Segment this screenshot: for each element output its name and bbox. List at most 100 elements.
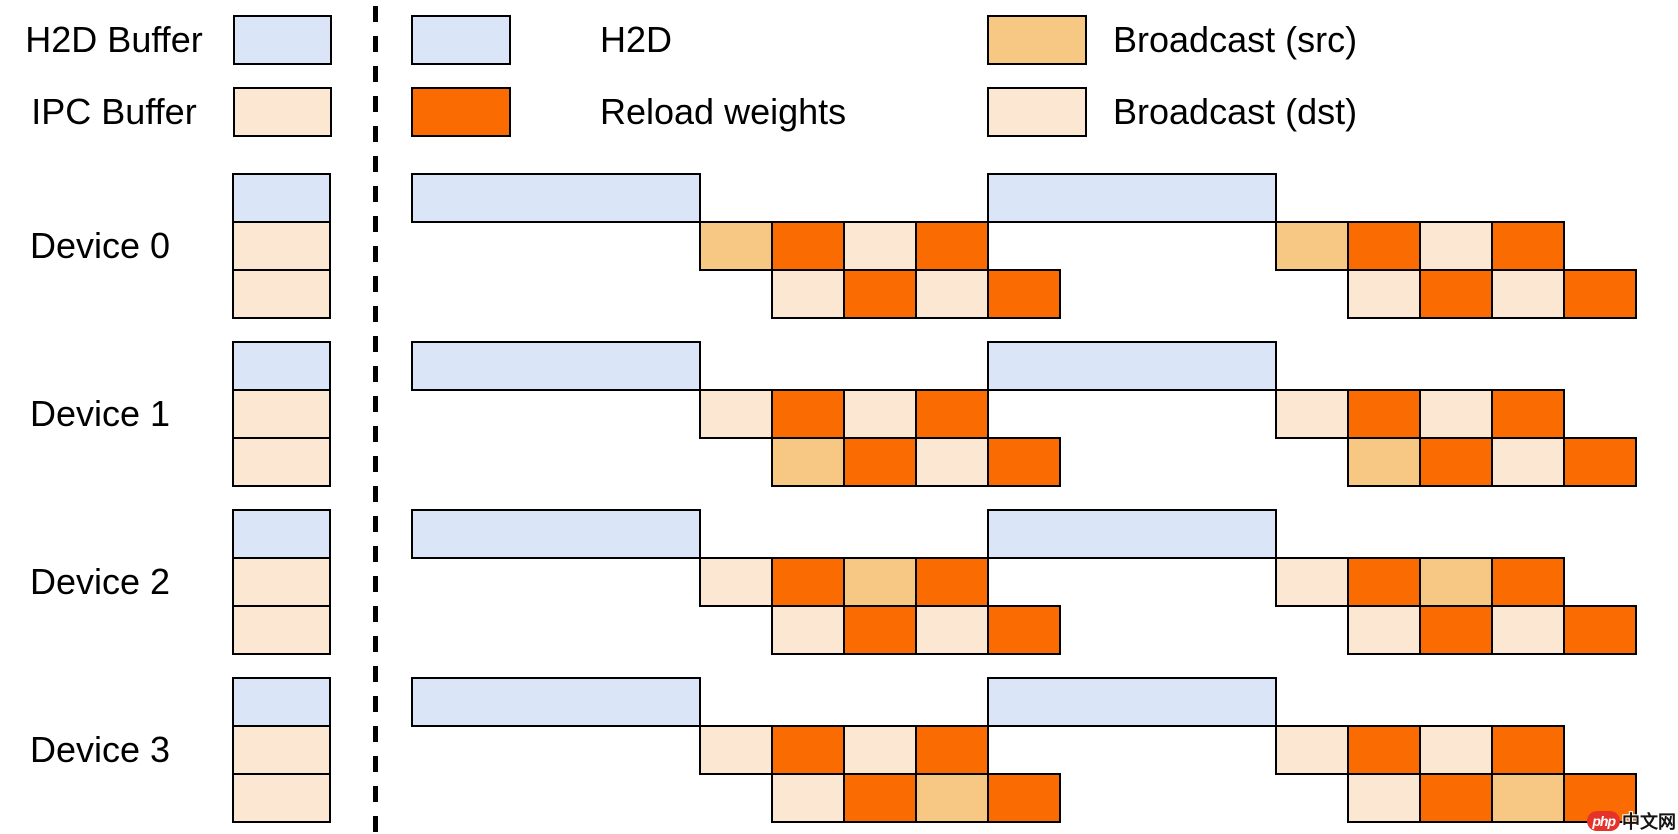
device-3-reload-cell xyxy=(915,725,989,775)
device-2-buffer-cell-ipc xyxy=(232,557,331,607)
device-0-reload-cell xyxy=(1563,269,1637,319)
device-0-broadcast-src-cell xyxy=(1275,221,1349,271)
device-3-buffer-cell-ipc xyxy=(232,773,331,823)
watermark-site-text: 中文网 xyxy=(1622,812,1676,832)
device-0-broadcast-src-cell xyxy=(699,221,773,271)
legend-swatch-h2d-buffer xyxy=(233,15,332,65)
device-0-reload-cell xyxy=(1419,269,1493,319)
dashed-divider xyxy=(373,6,378,834)
device-3-h2d-bar-1 xyxy=(411,677,701,727)
device-3-h2d-bar-2 xyxy=(987,677,1277,727)
device-0-buffer-cell-ipc xyxy=(232,269,331,319)
device-3-broadcast-dst-cell xyxy=(1275,725,1349,775)
legend-swatch-h2d xyxy=(411,15,511,65)
device-0-broadcast-dst-cell xyxy=(1347,269,1421,319)
device-2-reload-cell xyxy=(987,605,1061,655)
device-0-reload-cell xyxy=(1491,221,1565,271)
legend-label-ipc-buffer: IPC Buffer xyxy=(31,91,197,132)
device-3-broadcast-src-cell xyxy=(915,773,989,823)
device-0-broadcast-dst-cell xyxy=(771,269,845,319)
device-1-broadcast-src-cell xyxy=(771,437,845,487)
watermark-php-cn: php 中文网 xyxy=(1587,810,1676,832)
device-3-broadcast-dst-cell xyxy=(1347,773,1421,823)
device-2-reload-cell xyxy=(843,605,917,655)
device-1-h2d-bar-1 xyxy=(411,341,701,391)
device-1-broadcast-dst-cell xyxy=(915,437,989,487)
device-1-buffer-cell-ipc xyxy=(232,437,331,487)
device-1-reload-cell xyxy=(1419,437,1493,487)
device-2-h2d-bar-1 xyxy=(411,509,701,559)
legend-label-reload-weights: Reload weights xyxy=(600,91,847,132)
device-0-broadcast-dst-cell xyxy=(1491,269,1565,319)
device-1-broadcast-dst-cell xyxy=(843,389,917,439)
device-2-buffer-cell-h2d xyxy=(232,509,331,559)
device-2-broadcast-src-cell xyxy=(1419,557,1493,607)
device-2-broadcast-src-cell xyxy=(843,557,917,607)
legend-label-h2d-buffer: H2D Buffer xyxy=(25,19,203,60)
device-3-reload-cell xyxy=(1491,725,1565,775)
device-0-h2d-bar-2 xyxy=(987,173,1277,223)
device-1-reload-cell xyxy=(987,437,1061,487)
device-0-buffer-cell-ipc xyxy=(232,221,331,271)
device-3-broadcast-dst-cell xyxy=(843,725,917,775)
device-2-reload-cell xyxy=(915,557,989,607)
device-1-reload-cell xyxy=(1347,389,1421,439)
device-0-reload-cell xyxy=(987,269,1061,319)
legend-swatch-reload-weights xyxy=(411,87,511,137)
device-2-buffer-cell-ipc xyxy=(232,605,331,655)
device-0-broadcast-dst-cell xyxy=(915,269,989,319)
device-1-buffer-cell-h2d xyxy=(232,341,331,391)
legend-label-broadcast-src: Broadcast (src) xyxy=(1113,19,1358,60)
device-3-label: Device 3 xyxy=(29,729,171,770)
device-2-reload-cell xyxy=(771,557,845,607)
device-0-buffer-cell-h2d xyxy=(232,173,331,223)
legend-swatch-broadcast-dst xyxy=(987,87,1087,137)
device-1-reload-cell xyxy=(1491,389,1565,439)
device-0-broadcast-dst-cell xyxy=(843,221,917,271)
device-3-reload-cell xyxy=(987,773,1061,823)
device-3-reload-cell xyxy=(1419,773,1493,823)
watermark-php-badge: php xyxy=(1587,811,1620,831)
device-3-reload-cell xyxy=(771,725,845,775)
device-0-reload-cell xyxy=(1347,221,1421,271)
device-2-broadcast-dst-cell xyxy=(1347,605,1421,655)
device-1-reload-cell xyxy=(1563,437,1637,487)
device-0-reload-cell xyxy=(843,269,917,319)
device-1-broadcast-dst-cell xyxy=(699,389,773,439)
device-1-reload-cell xyxy=(843,437,917,487)
device-1-h2d-bar-2 xyxy=(987,341,1277,391)
legend-swatch-ipc-buffer xyxy=(233,87,332,137)
device-2-broadcast-dst-cell xyxy=(771,605,845,655)
device-3-buffer-cell-h2d xyxy=(232,677,331,727)
device-2-label: Device 2 xyxy=(29,561,171,602)
device-0-broadcast-dst-cell xyxy=(1419,221,1493,271)
device-1-reload-cell xyxy=(771,389,845,439)
device-3-broadcast-src-cell xyxy=(1491,773,1565,823)
device-3-reload-cell xyxy=(1347,725,1421,775)
device-0-reload-cell xyxy=(915,221,989,271)
device-1-broadcast-src-cell xyxy=(1347,437,1421,487)
device-3-reload-cell xyxy=(843,773,917,823)
device-2-reload-cell xyxy=(1491,557,1565,607)
device-3-broadcast-dst-cell xyxy=(771,773,845,823)
device-2-broadcast-dst-cell xyxy=(1491,605,1565,655)
legend-swatch-broadcast-src xyxy=(987,15,1087,65)
device-3-broadcast-dst-cell xyxy=(699,725,773,775)
device-3-buffer-cell-ipc xyxy=(232,725,331,775)
device-2-h2d-bar-2 xyxy=(987,509,1277,559)
device-2-broadcast-dst-cell xyxy=(915,605,989,655)
device-1-buffer-cell-ipc xyxy=(232,389,331,439)
device-1-reload-cell xyxy=(915,389,989,439)
device-0-reload-cell xyxy=(771,221,845,271)
device-2-reload-cell xyxy=(1563,605,1637,655)
device-2-broadcast-dst-cell xyxy=(1275,557,1349,607)
device-3-broadcast-dst-cell xyxy=(1419,725,1493,775)
device-1-broadcast-dst-cell xyxy=(1491,437,1565,487)
device-0-label: Device 0 xyxy=(29,225,171,266)
device-2-broadcast-dst-cell xyxy=(699,557,773,607)
device-0-h2d-bar-1 xyxy=(411,173,701,223)
device-1-broadcast-dst-cell xyxy=(1419,389,1493,439)
device-2-reload-cell xyxy=(1347,557,1421,607)
device-1-broadcast-dst-cell xyxy=(1275,389,1349,439)
